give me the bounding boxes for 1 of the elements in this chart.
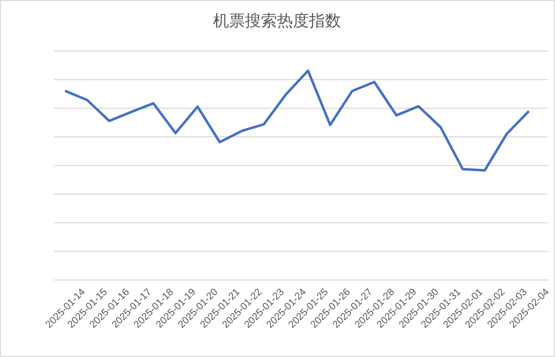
chart-title: 机票搜索热度指数: [213, 11, 341, 30]
